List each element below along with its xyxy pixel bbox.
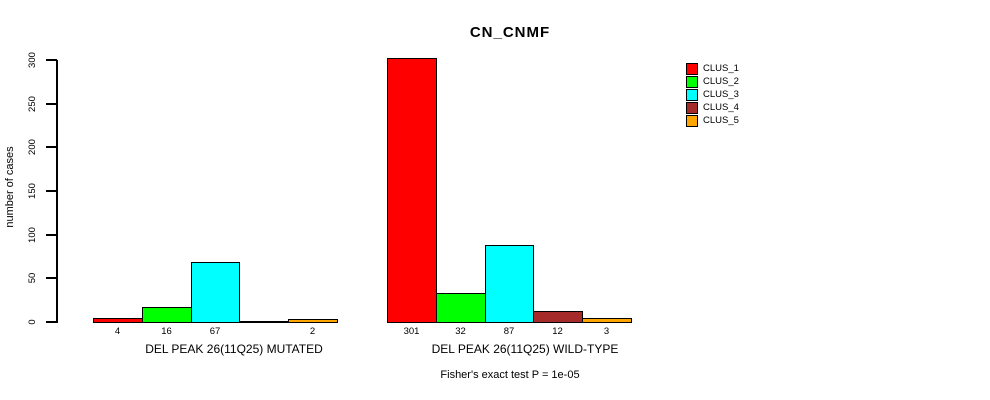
y-tick-mark: [46, 277, 57, 279]
y-tick-label: 200: [27, 139, 38, 155]
y-tick-mark: [46, 59, 57, 61]
bar-clus_4: [533, 311, 583, 323]
y-tick-mark: [46, 321, 57, 323]
bar-count-label: 2: [309, 326, 316, 337]
y-tick-label: 250: [27, 96, 38, 112]
legend-item-clus_5: CLUS_5: [686, 114, 739, 127]
y-tick-label: 100: [27, 227, 38, 243]
y-axis-label: number of cases: [4, 146, 16, 228]
chart-title: CN_CNMF: [469, 24, 551, 41]
y-tick-mark: [46, 234, 57, 236]
bar-count-label: 67: [209, 326, 221, 337]
y-tick-label: 150: [27, 183, 38, 199]
bar-count-label: 301: [403, 326, 420, 337]
legend-item-clus_3: CLUS_3: [686, 88, 739, 101]
bar-count-label: 12: [552, 326, 563, 337]
fisher-test-caption: Fisher's exact test P = 1e-05: [440, 369, 580, 381]
bar-clus_2: [436, 293, 486, 323]
legend-label: CLUS_4: [703, 102, 739, 113]
bar-clus_3: [485, 245, 534, 323]
group-axis-label: DEL PEAK 26(11Q25) WILD-TYPE: [431, 342, 619, 356]
y-tick-mark: [46, 190, 57, 192]
bar-count-label: 16: [161, 326, 172, 337]
legend-item-clus_2: CLUS_2: [686, 75, 739, 88]
legend-swatch-icon: [686, 62, 698, 75]
y-axis-line: [56, 60, 58, 323]
group-axis-label: DEL PEAK 26(11Q25) MUTATED: [145, 342, 323, 356]
legend-swatch-icon: [686, 114, 698, 127]
bar-count-label: 3: [603, 326, 610, 337]
y-tick-label: 50: [27, 272, 38, 284]
legend-label: CLUS_3: [703, 89, 739, 100]
legend-item-clus_4: CLUS_4: [686, 101, 739, 114]
legend-label: CLUS_5: [703, 115, 739, 126]
y-tick-label: 300: [27, 52, 38, 68]
bar-clus_4: [239, 321, 289, 323]
bar-clus_5: [288, 319, 338, 323]
y-tick-mark: [46, 146, 57, 148]
legend-label: CLUS_1: [703, 63, 739, 74]
bar-clus_1: [93, 318, 143, 323]
bar-clus_3: [191, 262, 240, 323]
bar-clus_2: [142, 307, 192, 323]
legend-swatch-icon: [686, 101, 698, 114]
y-tick-mark: [46, 103, 57, 105]
legend-item-clus_1: CLUS_1: [686, 62, 739, 75]
bar-count-label: 4: [114, 326, 121, 337]
y-tick-label: 0: [27, 319, 38, 325]
legend-swatch-icon: [686, 88, 698, 101]
legend: CLUS_1 CLUS_2 CLUS_3 CLUS_4 CLUS_5: [686, 62, 739, 127]
bar-clus_1: [387, 58, 437, 323]
bar-clus_5: [582, 318, 632, 323]
bar-count-label: 32: [455, 326, 466, 337]
legend-swatch-icon: [686, 75, 698, 88]
legend-label: CLUS_2: [703, 76, 739, 87]
bar-count-label: 87: [503, 326, 515, 337]
